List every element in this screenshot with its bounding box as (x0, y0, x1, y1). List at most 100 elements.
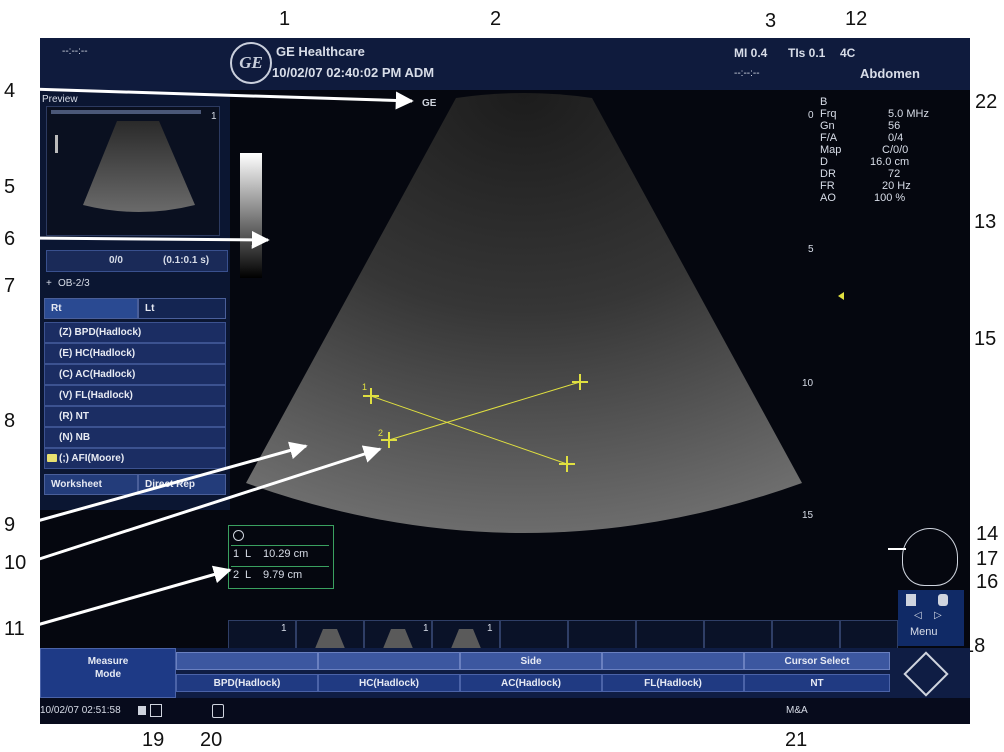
orientation-marker-icon: GE (422, 98, 437, 109)
softkey-ac-hadlock[interactable]: AC(Hadlock) (460, 674, 602, 692)
status-bar: 10/02/07 02:51:58 M&A (40, 698, 970, 724)
thumbnail-4-number: 1 (487, 623, 493, 634)
callout-21: 21 (785, 729, 808, 751)
study-name: OB-2/3 (58, 278, 90, 289)
caliper-1-end[interactable] (559, 456, 575, 472)
preview-image (55, 121, 195, 212)
softkey-4-top[interactable] (602, 652, 744, 670)
param-frq-value: 5.0 MHz (888, 108, 929, 120)
softkey-fl-hadlock[interactable]: FL(Hadlock) (602, 674, 744, 692)
ultrasound-screen: --:--:-- GE GE Healthcare 10/02/07 02:40… (40, 38, 970, 724)
depth-label-0: 0 (808, 110, 814, 121)
disk-icon (150, 704, 162, 717)
caliper-2-start[interactable] (381, 432, 397, 448)
callout-11: 11 (4, 618, 25, 640)
measure-item-nt[interactable]: (R) NT (44, 406, 226, 427)
caliper-1-start[interactable] (363, 388, 379, 404)
result-1-type: L (245, 548, 252, 560)
callout-16: 16 (976, 571, 999, 593)
results-window: 1 L 10.29 cm 2 L 9.79 cm (228, 525, 334, 589)
thumbnail-3-number: 1 (423, 623, 429, 634)
param-gn-value: 56 (888, 120, 901, 132)
softkey-bar: Measure Mode Side Cursor Select BPD(Hadl… (40, 648, 970, 698)
callout-12: 12 (845, 8, 868, 30)
param-mode: B (820, 96, 828, 108)
param-d-value: 16.0 cm (870, 156, 910, 168)
menu-area: ◁ ▷ Menu (898, 590, 964, 646)
softkey-2-top[interactable] (318, 652, 460, 670)
depth-label-10: 10 (802, 378, 814, 389)
header-left-indicator: --:--:-- (62, 46, 88, 57)
softkey-nt[interactable]: NT (744, 674, 890, 692)
ge-logo: GE (230, 42, 272, 84)
study-row[interactable]: + OB-2/3 (42, 276, 228, 294)
clipboard-icon-right[interactable] (938, 594, 948, 606)
callout-22: 22 (975, 91, 998, 113)
param-dr-label: DR (820, 168, 836, 180)
measure-mode-line2: Mode (94, 669, 122, 680)
callout-15: 15 (974, 328, 997, 350)
probe-mark-icon[interactable] (888, 548, 906, 550)
tab-rt[interactable]: Rt (44, 298, 138, 319)
param-fa-label: F/A (820, 132, 838, 144)
param-frq-label: Frq (820, 108, 837, 120)
softkey-1-top[interactable] (176, 652, 318, 670)
probe-name: 4C (840, 46, 856, 60)
result-2-index: 2 (233, 569, 240, 581)
measure-mode-label: Measure Mode (40, 648, 176, 698)
callout-7: 7 (4, 275, 16, 297)
measure-item-bpd[interactable]: (Z) BPD(Hadlock) (44, 322, 226, 343)
callout-5: 5 (4, 176, 16, 198)
clipboard-icon-left[interactable] (906, 594, 916, 606)
measure-item-ac[interactable]: (C) AC(Hadlock) (44, 364, 226, 385)
trackball-icon[interactable] (903, 651, 949, 697)
softkey-5-top[interactable]: Cursor Select (744, 652, 890, 670)
result-row-1: 1 L 10.29 cm (231, 545, 329, 564)
status-datetime: 10/02/07 02:51:58 (40, 705, 121, 716)
softkey-bpd-hadlock[interactable]: BPD(Hadlock) (176, 674, 318, 692)
softkey-hc-hadlock[interactable]: HC(Hadlock) (318, 674, 460, 692)
lock-icon (138, 706, 146, 715)
measure-mode-line1: Measure (87, 656, 129, 667)
param-fr-value: 20 Hz (882, 180, 911, 192)
menu-prev-icon[interactable]: ◁ (914, 610, 922, 621)
callout-13: 13 (974, 211, 997, 233)
param-d-label: D (820, 156, 828, 168)
callout-20: 20 (200, 729, 223, 751)
callout-8: 8 (4, 410, 16, 432)
measure-item-hc[interactable]: (E) HC(Hadlock) (44, 343, 226, 364)
callout-3: 3 (765, 10, 777, 32)
result-row-2: 2 L 9.79 cm (231, 566, 329, 585)
preview-window[interactable]: 1 (46, 106, 220, 236)
tab-lt[interactable]: Lt (138, 298, 226, 319)
mi-index: MI 0.4 (734, 46, 768, 60)
menu-label[interactable]: Menu (910, 626, 938, 638)
param-ao-value: 100 % (874, 192, 906, 204)
depth-label-15: 15 (802, 510, 814, 521)
brand-name: GE Healthcare (276, 44, 365, 59)
param-dr-value: 72 (888, 168, 901, 180)
callout-14: 14 (976, 523, 999, 545)
param-gn-label: Gn (820, 120, 835, 132)
tis-index: TIs 0.1 (788, 46, 826, 60)
callout-4: 4 (4, 80, 16, 102)
thumbnail-1-number: 1 (281, 623, 287, 634)
softkey-3-top[interactable]: Side (460, 652, 602, 670)
focal-zone-marker[interactable] (838, 292, 844, 300)
measure-item-fl[interactable]: (V) FL(Hadlock) (44, 385, 226, 406)
cine-bar[interactable]: 0/0 (0.1:0.1 s) (46, 250, 228, 272)
preset-name: Abdomen (860, 66, 920, 81)
callout-19: 19 (142, 729, 165, 751)
status-mode: M&A (786, 705, 808, 716)
result-2-type: L (245, 569, 252, 581)
callout-1: 1 (279, 8, 291, 30)
menu-next-icon[interactable]: ▷ (934, 610, 942, 621)
results-header (233, 529, 259, 541)
caliper-2-end[interactable] (572, 374, 588, 390)
param-fr-label: FR (820, 180, 835, 192)
depth-label-5: 5 (808, 244, 814, 255)
header-time-placeholder: --:--:-- (734, 68, 760, 79)
study-expand-icon: + (46, 278, 52, 289)
param-ao-label: AO (820, 192, 836, 204)
param-map-label: Map (820, 144, 842, 156)
